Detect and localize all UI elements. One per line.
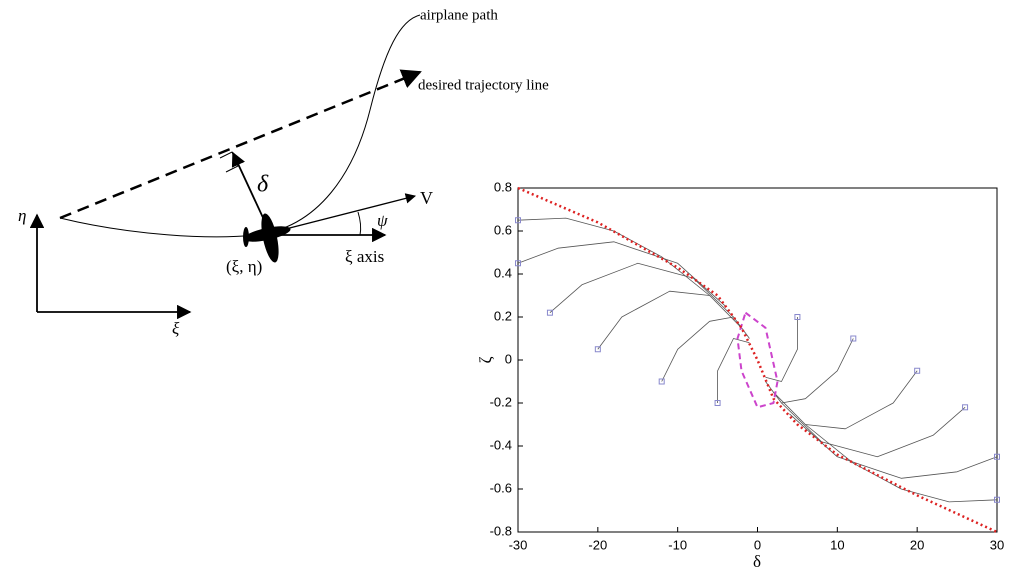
airplane-path: [60, 15, 420, 237]
x-tick-label: -30: [509, 537, 528, 552]
start-marker: [915, 368, 920, 373]
plot-frame: [518, 188, 997, 532]
trajectory: [805, 425, 997, 502]
y-tick-label: 0.8: [494, 179, 512, 194]
x-tick-label: -20: [588, 537, 607, 552]
y-tick-label: -0.8: [490, 523, 512, 538]
figure: airplane path desired trajectory line δ …: [0, 0, 1019, 574]
x-tick-label: 0: [754, 537, 761, 552]
trajectory: [518, 218, 710, 295]
trajectory-line: [60, 72, 420, 218]
trajectory: [766, 317, 798, 382]
velocity-label: V: [420, 188, 433, 208]
trajectory: [662, 317, 750, 382]
trajectory: [550, 263, 734, 317]
x-tick-label: 30: [990, 537, 1004, 552]
velocity-arrow: [270, 196, 415, 233]
delta-label: δ: [257, 172, 269, 198]
y-tick-label: 0.2: [494, 308, 512, 323]
trajectory: [718, 339, 750, 404]
trajectory-label: desired trajectory line: [418, 77, 549, 93]
y-tick-label: 0.6: [494, 222, 512, 237]
heading-label: ψ: [377, 211, 388, 230]
x-tick-label: -10: [668, 537, 687, 552]
trajectory: [738, 313, 778, 408]
y-tick-label: -0.6: [490, 480, 512, 495]
y-tick-label: -0.4: [490, 437, 512, 452]
trajectory: [518, 188, 997, 532]
x-tick-label: 20: [910, 537, 924, 552]
x-tick-label: 10: [830, 537, 844, 552]
trajectory: [766, 339, 854, 404]
trajectory: [789, 414, 997, 479]
y-tick-label: 0.4: [494, 265, 512, 280]
trajectory: [598, 291, 742, 349]
trajectory: [782, 403, 966, 457]
position-label: (ξ, η): [226, 257, 262, 276]
y-tick-label: -0.2: [490, 394, 512, 409]
xi-label: ξ: [172, 319, 180, 338]
x-axis-label: δ: [753, 552, 761, 571]
eta-label: η: [18, 206, 26, 225]
trajectory: [774, 371, 918, 429]
body-axis-label: ξ axis: [345, 247, 384, 266]
y-tick-label: 0: [505, 351, 512, 366]
heading-arc: [358, 212, 361, 235]
right-angle: [220, 152, 238, 172]
trajectory: [518, 242, 726, 306]
path-label: airplane path: [420, 7, 498, 23]
y-axis-label: ζ: [476, 356, 495, 363]
